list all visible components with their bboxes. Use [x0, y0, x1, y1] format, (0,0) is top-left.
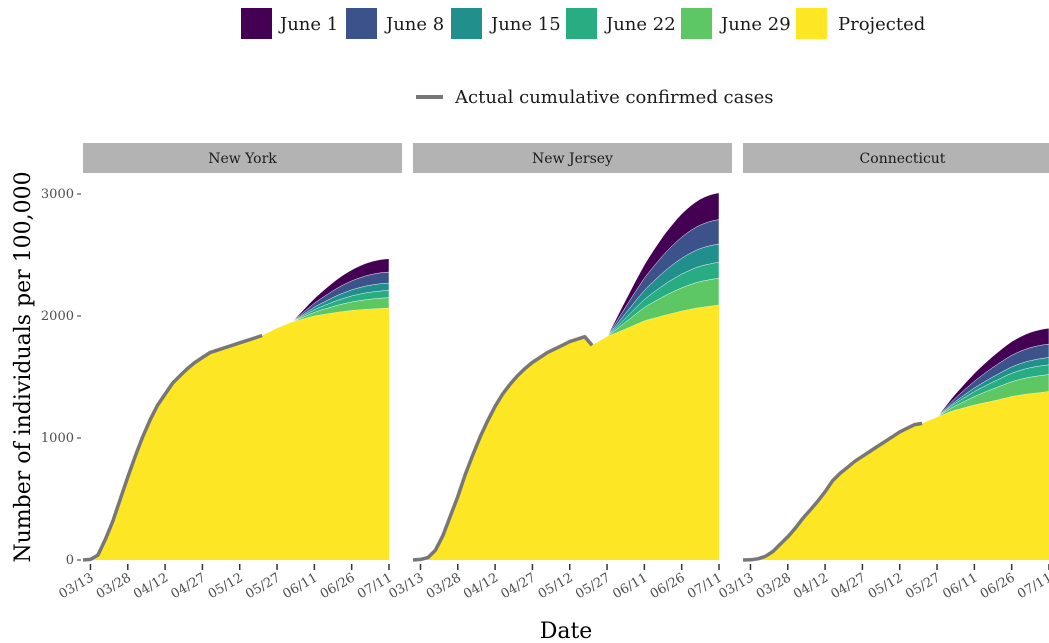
x-tick-label-0-0: 03/13: [57, 570, 97, 602]
x-tick-label-0-7: 06/26: [318, 570, 358, 602]
x-tick-label-1-0: 03/13: [387, 570, 427, 602]
x-tick-label-0-8: 07/11: [355, 570, 395, 602]
x-tick-label-2-0: 03/13: [717, 570, 757, 602]
x-tick-label-0-6: 06/11: [280, 570, 320, 602]
legend-label-2: June 15: [489, 14, 561, 35]
x-tick-label-2-5: 05/27: [903, 570, 943, 602]
fill-legend: June 1 June 8 June 15 June 22 June 29 Project…: [241, 8, 925, 39]
x-axis-title: Date: [540, 619, 593, 643]
panel-title-0: New York: [208, 151, 277, 167]
x-tick-label-2-4: 05/12: [866, 570, 906, 602]
panel-strip-0: [83, 143, 402, 173]
projected-area-2: [743, 391, 1049, 560]
x-tick-label-0-2: 04/12: [131, 570, 171, 602]
legend-label-1: June 8: [384, 14, 444, 35]
projected-area-1: [413, 305, 719, 560]
x-tick-label-2-1: 03/28: [754, 570, 794, 602]
x-tick-label-1-3: 04/27: [498, 570, 538, 602]
legend-swatch-1: [346, 8, 377, 39]
x-tick-label-2-7: 06/26: [978, 570, 1018, 602]
x-tick-label-1-7: 06/26: [648, 570, 688, 602]
x-tick-label-1-8: 07/11: [685, 570, 725, 602]
panel-strip-2: [743, 143, 1049, 173]
y-tick-label-1: 1000: [41, 431, 74, 446]
actual-line-2: [742, 421, 923, 562]
panels: New York03/1303/2804/1204/2705/1205/2706…: [57, 143, 1049, 602]
legend-label-0: June 1: [278, 14, 338, 35]
x-tick-label-1-6: 06/11: [610, 570, 650, 602]
legend-line-label: Actual cumulative confirmed cases: [454, 87, 774, 108]
legend-swatch-5: [796, 8, 827, 39]
x-tick-label-2-3: 04/27: [828, 570, 868, 602]
legend-swatch-4: [681, 8, 712, 39]
legend-label-3: June 22: [604, 14, 676, 35]
x-tick-label-2-8: 07/11: [1015, 570, 1049, 602]
x-tick-label-0-3: 04/27: [168, 570, 208, 602]
panel-title-1: New Jersey: [532, 151, 613, 167]
x-tick-label-1-4: 05/12: [536, 570, 576, 602]
panel-2: Connecticut 03/1303/2804/1204/2705/1205/2…: [717, 143, 1049, 602]
x-tick-label-1-2: 04/12: [461, 570, 501, 602]
panel-title-2: Connecticut: [860, 151, 946, 167]
panel-1: New Jersey 03/1303/2804/1204/2705/1205/27…: [387, 143, 732, 602]
y-axis-title: Number of individuals per 100,000: [11, 171, 36, 562]
x-tick-label-0-4: 05/12: [206, 570, 246, 602]
legend-swatch-2: [451, 8, 482, 39]
scenario-area-1-june-29: [606, 277, 720, 337]
panel-0: New York03/1303/2804/1204/2705/1205/2706…: [57, 143, 402, 602]
actual-line-0: [82, 333, 263, 562]
y-tick-label-0: 0: [66, 553, 74, 568]
legend-swatch-0: [241, 8, 272, 39]
x-tick-label-1-5: 05/27: [573, 570, 613, 602]
x-tick-label-1-1: 03/28: [424, 570, 464, 602]
legend-label-4: June 29: [719, 14, 791, 35]
x-tick-label-0-1: 03/28: [94, 570, 134, 602]
panel-strip-1: [413, 143, 732, 173]
y-tick-label-3: 3000: [41, 187, 74, 202]
y-axis: 0 1000 2000 3000: [41, 187, 81, 568]
y-tick-label-2: 2000: [41, 309, 74, 324]
x-tick-label-2-2: 04/12: [791, 570, 831, 602]
x-tick-label-0-5: 05/27: [243, 570, 283, 602]
scenario-area-2-june-29: [936, 374, 1049, 418]
actual-line-1: [412, 334, 594, 562]
legend-swatch-3: [566, 8, 597, 39]
projected-area-0: [83, 308, 389, 560]
legend-label-5: Projected: [838, 14, 925, 35]
line-legend: Actual cumulative confirmed cases: [416, 87, 774, 108]
x-tick-label-2-6: 06/11: [940, 570, 980, 602]
